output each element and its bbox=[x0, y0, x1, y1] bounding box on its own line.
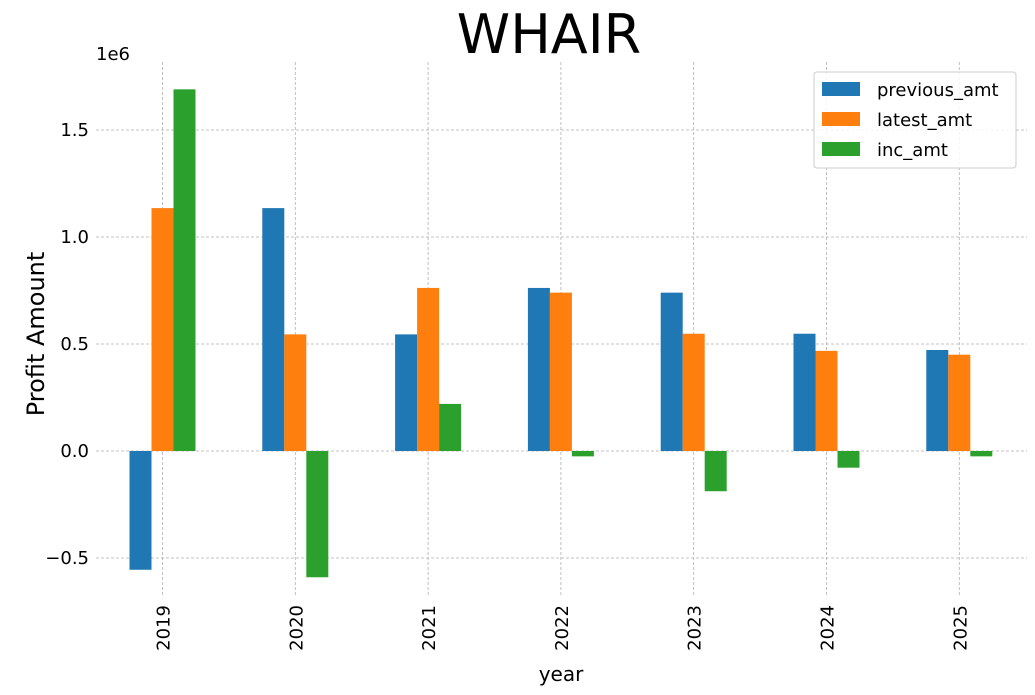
legend-swatch-previous-amt bbox=[822, 82, 860, 96]
bar-latest-amt bbox=[417, 287, 440, 451]
x-tick-label: 2019 bbox=[154, 605, 175, 651]
bar-previous-amt bbox=[926, 349, 949, 451]
x-axis-label: year bbox=[539, 662, 584, 686]
y-tick-label: 1.0 bbox=[60, 227, 89, 248]
chart-title: WHAIR bbox=[457, 3, 641, 66]
legend-label-previous-amt: previous_amt bbox=[877, 80, 999, 101]
x-tick-label: 2024 bbox=[818, 605, 839, 651]
bar-inc-amt bbox=[173, 89, 196, 451]
y-axis-label: Profit Amount bbox=[22, 252, 50, 417]
bar-latest-amt bbox=[151, 208, 174, 451]
bar-latest-amt bbox=[682, 333, 705, 451]
bars bbox=[129, 89, 993, 578]
y-tick-label: −0.5 bbox=[45, 548, 89, 569]
bar-latest-amt bbox=[284, 334, 307, 451]
legend-swatch-latest-amt bbox=[822, 112, 860, 126]
y-axis-ticks: −0.5 0.0 0.5 1.0 1.5 bbox=[45, 120, 89, 569]
bar-inc-amt bbox=[837, 451, 860, 468]
bar-latest-amt bbox=[948, 354, 971, 451]
y-tick-label: 0.5 bbox=[60, 334, 89, 355]
bar-previous-amt bbox=[262, 208, 285, 451]
bar-inc-amt bbox=[704, 451, 727, 492]
bar-previous-amt bbox=[793, 333, 816, 451]
bar-previous-amt bbox=[395, 334, 418, 451]
x-tick-label: 2020 bbox=[286, 605, 307, 651]
y-tick-label: 0.0 bbox=[60, 441, 89, 462]
bar-previous-amt bbox=[660, 292, 683, 451]
bar-inc-amt bbox=[571, 451, 594, 457]
bar-inc-amt bbox=[306, 451, 329, 578]
x-axis-ticks: 2019 2020 2021 2022 2023 2024 2025 bbox=[154, 605, 972, 651]
x-tick-label: 2023 bbox=[685, 605, 706, 651]
legend: previous_amt latest_amt inc_amt bbox=[813, 71, 1017, 169]
legend-box bbox=[813, 71, 1017, 169]
bar-previous-amt bbox=[527, 287, 550, 451]
legend-label-latest-amt: latest_amt bbox=[877, 110, 972, 131]
bar-inc-amt bbox=[970, 451, 993, 457]
bar-previous-amt bbox=[129, 451, 152, 570]
bar-inc-amt bbox=[439, 403, 462, 451]
bar-latest-amt bbox=[549, 292, 572, 451]
y-axis-offset-label: 1e6 bbox=[96, 44, 130, 65]
x-tick-label: 2025 bbox=[950, 605, 971, 651]
x-tick-label: 2022 bbox=[552, 605, 573, 651]
bar-latest-amt bbox=[815, 350, 838, 451]
legend-label-inc-amt: inc_amt bbox=[877, 140, 948, 161]
y-tick-label: 1.5 bbox=[60, 120, 89, 141]
legend-swatch-inc-amt bbox=[822, 142, 860, 156]
x-tick-label: 2021 bbox=[419, 605, 440, 651]
